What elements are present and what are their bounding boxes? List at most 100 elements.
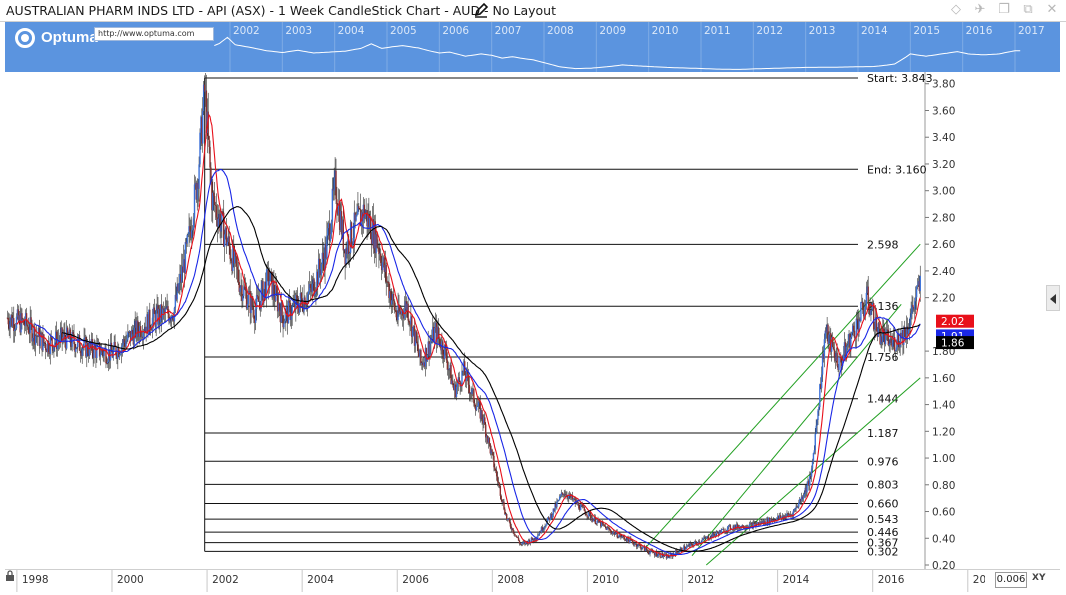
- candle-body: [146, 314, 148, 333]
- pin-icon[interactable]: ✈: [974, 2, 986, 17]
- candle-body: [406, 303, 408, 311]
- time-year-label: 2008: [497, 574, 524, 586]
- candle-body: [402, 315, 405, 319]
- candle-body: [70, 342, 72, 347]
- candle-body: [249, 291, 251, 314]
- candle-body: [726, 527, 729, 532]
- candle-body: [724, 532, 726, 534]
- candle-body: [581, 504, 584, 507]
- candle-body: [722, 529, 724, 530]
- candle-body: [112, 349, 114, 358]
- candle-body: [185, 242, 187, 244]
- candle-body: [323, 259, 325, 271]
- close-icon[interactable]: ✕: [1046, 2, 1058, 17]
- candle-body: [194, 182, 197, 185]
- fib-level-label: Start: 3.843: [867, 72, 933, 85]
- candle-body: [794, 508, 796, 510]
- candle-body: [350, 222, 353, 246]
- candle-body: [374, 221, 376, 254]
- candle-body: [434, 322, 437, 329]
- candle-body: [904, 327, 906, 337]
- candle-body: [771, 520, 774, 522]
- candle-body: [757, 522, 760, 525]
- candlestick-chart[interactable]: 3.80 3.60 3.40 3.20 3.00 2.80 2.60 2.40 2.20 1.80…: [5, 72, 1060, 572]
- candle-body: [31, 323, 33, 342]
- price-tick-label: 3.00: [932, 186, 955, 198]
- candle-body: [409, 322, 411, 325]
- candle-body: [883, 328, 885, 333]
- candle-body: [841, 359, 844, 367]
- candle-body: [282, 315, 284, 328]
- candle-body: [664, 553, 667, 555]
- url-label[interactable]: http://www.optuma.com: [94, 27, 214, 41]
- candle-body: [197, 183, 199, 189]
- chart-area[interactable]: 3.80 3.60 3.40 3.20 3.00 2.80 2.60 2.40 2.20 1.80…: [5, 72, 1060, 572]
- candle-body: [89, 342, 92, 348]
- candle-body: [75, 348, 77, 352]
- candle-body: [265, 281, 267, 298]
- candle-body: [72, 332, 74, 335]
- candle-body: [460, 386, 462, 387]
- price-tick-label: 2.80: [932, 212, 955, 224]
- candle-body: [341, 219, 344, 235]
- candle-body: [572, 499, 575, 500]
- candle-body: [820, 384, 822, 389]
- diamond-icon[interactable]: ◇: [951, 2, 961, 17]
- candle-body: [212, 192, 215, 196]
- candle-body: [171, 315, 174, 320]
- copy-icon[interactable]: ❐: [998, 2, 1010, 17]
- edit-pencil-icon[interactable]: [473, 2, 489, 18]
- candle-body: [769, 518, 772, 524]
- price-tick-label: 0.40: [932, 533, 955, 545]
- candle-body: [567, 497, 569, 499]
- candle-body: [22, 319, 24, 321]
- candle-body: [110, 342, 113, 353]
- candle-body: [840, 357, 842, 363]
- candle-body: [851, 325, 854, 333]
- candle-body: [316, 271, 318, 290]
- candle-body: [823, 339, 826, 359]
- candle-body: [592, 519, 595, 522]
- candle-body: [265, 269, 268, 298]
- candle-body: [624, 539, 627, 541]
- candle-body: [496, 476, 499, 482]
- candle-body: [155, 310, 157, 327]
- candle-body: [390, 291, 392, 305]
- overview-navigator[interactable]: 2002 2003 2004 2005 2006 2007 2008 2009 2010 2011…: [5, 22, 1060, 72]
- xy-value-field[interactable]: 0.006: [995, 572, 1027, 588]
- candle-body: [71, 332, 73, 347]
- candle-body: [14, 328, 17, 330]
- candle-body: [798, 502, 800, 507]
- candle-body: [539, 532, 542, 534]
- candle-body: [300, 292, 303, 299]
- candle-body: [613, 531, 616, 535]
- candle-body: [721, 529, 723, 531]
- candle-body: [274, 295, 276, 301]
- price-tick-label: 0.60: [932, 507, 955, 519]
- restore-icon[interactable]: ⧉: [1023, 2, 1033, 17]
- lock-icon[interactable]: [5, 570, 15, 581]
- candle-body: [60, 327, 62, 333]
- candle-body: [861, 301, 863, 303]
- collapse-panel-arrow-icon[interactable]: [1046, 285, 1060, 311]
- candle-body: [229, 246, 231, 259]
- candle-body: [582, 506, 585, 508]
- candle-body: [871, 309, 873, 311]
- candle-body: [157, 305, 159, 325]
- candle-body: [234, 251, 237, 257]
- candle-body: [334, 170, 336, 178]
- candle-body: [325, 244, 327, 259]
- candle-body: [29, 317, 31, 333]
- candle-body: [352, 237, 355, 245]
- candle-body: [495, 470, 498, 477]
- candle-body: [308, 284, 311, 292]
- candle-body: [307, 294, 309, 304]
- candle-body: [916, 285, 919, 287]
- candle-body: [856, 318, 858, 321]
- candle-body: [248, 291, 250, 294]
- candle-body: [345, 247, 347, 265]
- candle-body: [667, 555, 669, 558]
- candle-body: [573, 498, 575, 500]
- candle-body: [174, 294, 177, 308]
- time-year-label: 2002: [212, 574, 239, 586]
